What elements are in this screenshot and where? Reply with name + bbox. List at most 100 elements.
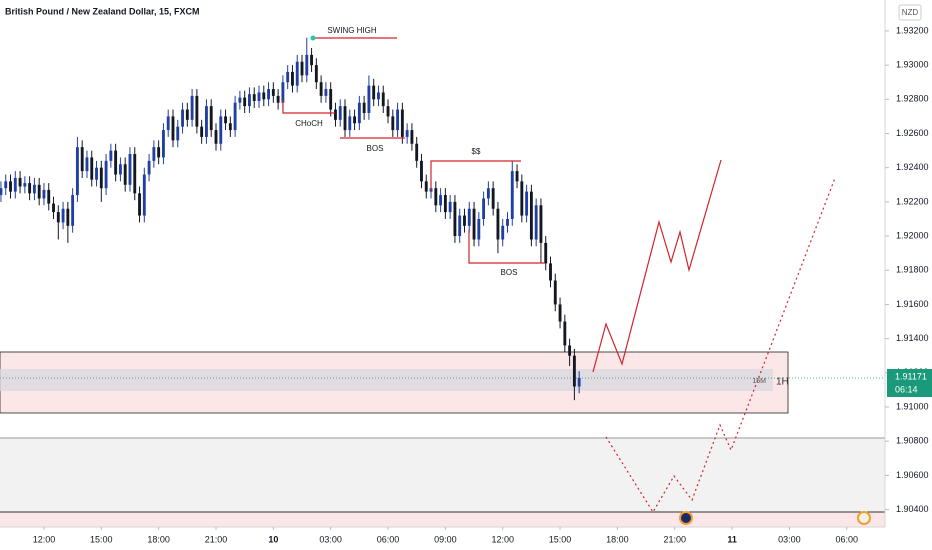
- candle-body: [300, 61, 304, 76]
- x-tick-label: 21:00: [663, 534, 686, 544]
- candle-body: [200, 126, 204, 137]
- x-tick-label: 12:00: [491, 534, 514, 544]
- candle-body: [267, 89, 270, 100]
- candle-body: [248, 94, 251, 107]
- candle-body: [185, 109, 189, 120]
- last-price-box: [887, 369, 932, 397]
- currency-box: [898, 4, 922, 21]
- candle-body: [0, 188, 3, 196]
- candle-body: [257, 92, 261, 102]
- candle-body: [252, 94, 256, 102]
- candle-body: [85, 157, 89, 172]
- candle-body: [271, 89, 275, 96]
- candle-body: [23, 183, 27, 187]
- candle-body: [424, 181, 428, 192]
- candle-body: [553, 280, 557, 305]
- candle-body: [209, 106, 213, 131]
- candle-body: [486, 188, 490, 199]
- candle-body: [348, 116, 352, 131]
- candle-body: [95, 167, 98, 180]
- x-tick-label: 03:00: [778, 534, 801, 544]
- y-tick-label: 1.90600: [896, 470, 929, 480]
- zone-label: 1H: [776, 377, 789, 388]
- x-tick-label: 06:00: [836, 534, 859, 544]
- x-tick-label: 18:00: [606, 534, 629, 544]
- candle-body: [90, 157, 94, 180]
- candle-body: [572, 355, 576, 387]
- candle-body: [405, 130, 409, 137]
- candle-body: [205, 106, 208, 137]
- candle-body: [338, 106, 342, 120]
- candle-body: [477, 218, 481, 240]
- candle-body: [75, 147, 79, 196]
- y-tick-label: 1.93200: [896, 25, 929, 35]
- event-icon-inner: [681, 513, 691, 523]
- inner-zone: [0, 369, 773, 391]
- candle-body: [525, 191, 529, 216]
- candle-body: [133, 154, 137, 194]
- structure-lines: [282, 37, 836, 514]
- candle-body: [458, 215, 462, 237]
- candle-body: [238, 97, 242, 103]
- candle-body: [233, 102, 237, 131]
- candle-body: [114, 150, 118, 175]
- candle-body: [549, 263, 552, 281]
- y-tick-label: 1.90800: [896, 436, 929, 446]
- candle-body: [118, 164, 122, 175]
- candle-body: [80, 147, 84, 172]
- candle-body: [52, 203, 55, 213]
- candle-body: [510, 171, 514, 219]
- candle-body: [18, 177, 22, 187]
- candle-body: [439, 195, 443, 206]
- candle-body: [568, 345, 572, 356]
- x-tick-label: 15:00: [549, 534, 572, 544]
- candle-body: [166, 116, 170, 131]
- currency-label: NZD: [902, 8, 919, 17]
- candle-body: [377, 92, 380, 100]
- candle-body: [372, 85, 376, 100]
- zone-label: 15M: [752, 378, 766, 385]
- candle-body: [138, 193, 141, 216]
- candle-body: [291, 71, 294, 86]
- candle-body: [415, 143, 419, 161]
- y-tick-label: 1.91400: [896, 333, 929, 343]
- candle-body: [147, 160, 151, 175]
- candle-body: [396, 109, 400, 131]
- last-price: 1.91171: [895, 371, 927, 381]
- annotation: BOS: [367, 144, 384, 153]
- candle-body: [491, 188, 495, 209]
- candle-body: [171, 116, 175, 141]
- candle-body: [42, 189, 46, 199]
- candle-body: [324, 89, 328, 96]
- candle-body: [123, 164, 127, 185]
- candle-body: [381, 92, 385, 107]
- candle-body: [558, 304, 562, 322]
- candle-body: [47, 189, 51, 204]
- candle-body: [343, 106, 347, 131]
- candle-body: [243, 97, 247, 107]
- candle-body: [319, 82, 323, 96]
- candle-body: [61, 208, 65, 223]
- y-tick-label: 1.93000: [896, 60, 929, 70]
- y-tick-label: 1.92800: [896, 94, 929, 104]
- x-tick-label: 11: [727, 534, 737, 544]
- candle-body: [353, 116, 357, 124]
- x-tick-label: 18:00: [147, 534, 170, 544]
- x-tick-label: 03:00: [319, 534, 342, 544]
- annotation: SWING HIGH: [327, 26, 377, 35]
- y-tick-label: 1.91600: [896, 299, 929, 309]
- x-tick-label: 09:00: [434, 534, 457, 544]
- candle-body: [190, 95, 194, 120]
- candle-body: [9, 181, 12, 192]
- y-tick-label: 1.92400: [896, 162, 929, 172]
- candle-body: [563, 321, 567, 346]
- candle-body: [262, 92, 266, 100]
- candle-body: [161, 130, 165, 158]
- y-tick-label: 1.92000: [896, 230, 929, 240]
- candle-body: [501, 225, 505, 240]
- candle-body: [99, 167, 103, 189]
- x-tick-label: 12:00: [33, 534, 56, 544]
- candle-body: [329, 89, 333, 110]
- lower-zone: [0, 438, 885, 512]
- candle-body: [305, 54, 309, 76]
